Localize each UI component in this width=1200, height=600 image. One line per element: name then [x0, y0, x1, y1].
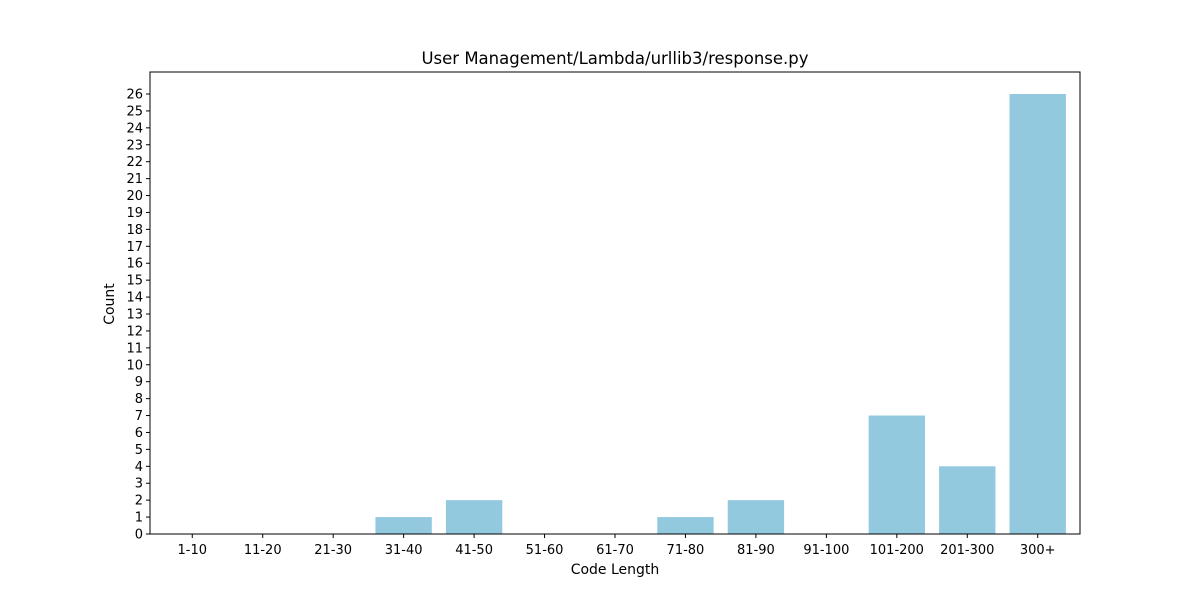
y-tick-label: 26 — [126, 88, 143, 103]
y-tick-label: 25 — [126, 104, 143, 119]
y-tick-label: 18 — [126, 223, 143, 238]
x-tick-label: 61-70 — [596, 543, 634, 558]
x-tick-label: 201-300 — [940, 543, 994, 558]
bar-71-80 — [657, 517, 714, 534]
y-tick-label: 3 — [135, 477, 143, 492]
bar-31-40 — [375, 517, 432, 534]
x-tick-label: 31-40 — [385, 543, 423, 558]
x-tick-label: 91-100 — [803, 543, 849, 558]
y-axis-title: Count — [102, 283, 118, 325]
bar-101-200 — [868, 415, 925, 534]
y-tick-label: 14 — [126, 291, 143, 306]
y-tick-label: 16 — [126, 257, 143, 272]
y-tick-label: 1 — [135, 511, 143, 526]
y-tick-label: 4 — [135, 460, 143, 475]
y-tick-label: 2 — [135, 494, 143, 509]
y-tick-label: 12 — [126, 324, 143, 339]
y-tick-label: 19 — [126, 206, 143, 221]
bar-201-300 — [939, 466, 996, 534]
y-tick-label: 13 — [126, 308, 143, 323]
bar-300+ — [1009, 94, 1066, 534]
y-tick-label: 15 — [126, 274, 143, 289]
y-tick-label: 22 — [126, 155, 143, 170]
x-tick-label: 51-60 — [526, 543, 564, 558]
y-tick-label: 8 — [135, 392, 143, 407]
y-tick-label: 21 — [126, 172, 143, 187]
bar-41-50 — [445, 500, 503, 534]
y-tick-label: 5 — [135, 443, 143, 458]
y-tick-label: 10 — [126, 358, 143, 373]
x-tick-label: 71-80 — [667, 543, 705, 558]
y-tick-label: 11 — [126, 341, 143, 356]
chart-title: User Management/Lambda/urllib3/response.… — [421, 49, 808, 68]
bar-81-90 — [727, 500, 785, 534]
x-tick-label: 11-20 — [244, 543, 282, 558]
x-tick-label: 300+ — [1020, 543, 1056, 558]
x-tick-label: 101-200 — [870, 543, 924, 558]
y-tick-label: 17 — [126, 240, 143, 255]
y-tick-label: 23 — [126, 138, 143, 153]
y-tick-label: 9 — [135, 375, 143, 390]
bars-group — [375, 94, 1066, 534]
x-tick-label: 81-90 — [737, 543, 775, 558]
x-tick-label: 41-50 — [455, 543, 493, 558]
y-tick-label: 6 — [135, 426, 143, 441]
plot-frame — [149, 71, 1081, 535]
y-tick-label: 24 — [126, 121, 143, 136]
y-tick-label: 20 — [126, 189, 143, 204]
y-tick-label: 0 — [135, 528, 143, 543]
x-axis-ticks: 1-10 11-20 21-30 31-40 41-50 51-60 61-70 71-80 8… — [178, 534, 1056, 558]
y-axis-ticks: 0123456789101112131415161718192021222324… — [126, 88, 150, 543]
x-tick-label: 21-30 — [314, 543, 352, 558]
x-tick-label: 1-10 — [178, 543, 208, 558]
y-tick-label: 7 — [135, 409, 143, 424]
x-axis-title: Code Length — [571, 562, 660, 578]
